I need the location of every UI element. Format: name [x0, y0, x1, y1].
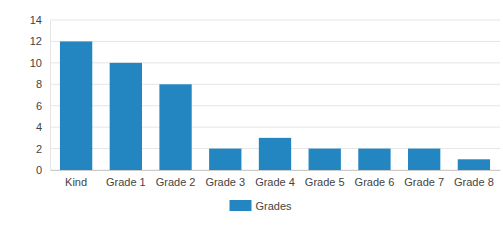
y-axis-line [50, 21, 51, 171]
y-tick: 4 [36, 121, 50, 133]
bar [159, 84, 191, 170]
bar [259, 138, 291, 170]
x-tick: Grade 3 [205, 176, 245, 188]
x-tick-label: Kind [65, 176, 87, 188]
y-tick-label: 6 [36, 100, 42, 112]
y-tick-label: 10 [30, 57, 42, 69]
y-tick-label: 0 [36, 164, 42, 176]
x-tick: Grade 2 [156, 176, 196, 188]
grid [50, 20, 500, 170]
grid-line [50, 41, 500, 42]
x-tick-label: Grade 4 [255, 176, 295, 188]
chart: 0 2 4 6 8 10 12 14 Kind Grade 1 Grade 2 Grade 3 Grad… [0, 0, 503, 228]
x-tick: Grade 5 [305, 176, 345, 188]
bar [60, 41, 92, 170]
y-tick: 0 [36, 164, 50, 176]
legend-label: Grades [256, 200, 293, 212]
y-tick: 8 [36, 78, 50, 90]
x-tick: Grade 6 [355, 176, 395, 188]
y-tick-label: 4 [36, 121, 42, 133]
y-axis: 0 2 4 6 8 10 12 14 [30, 14, 51, 176]
x-tick-label: Grade 1 [106, 176, 146, 188]
x-axis-line [51, 170, 501, 171]
y-tick: 6 [36, 100, 50, 112]
x-tick-label: Grade 7 [404, 176, 444, 188]
x-tick: Kind [65, 176, 87, 188]
bar [309, 149, 341, 170]
x-tick-label: Grade 6 [355, 176, 395, 188]
x-tick-label: Grade 5 [305, 176, 345, 188]
bar [110, 63, 142, 170]
y-tick-label: 14 [30, 14, 42, 26]
x-tick-label: Grade 3 [205, 176, 245, 188]
y-tick-label: 8 [36, 78, 42, 90]
y-tick: 12 [30, 35, 50, 47]
y-tick: 2 [36, 143, 50, 155]
grid-line [50, 20, 500, 21]
x-tick-label: Grade 2 [156, 176, 196, 188]
bars [60, 41, 490, 170]
x-tick-label: Grade 8 [454, 176, 494, 188]
x-tick: Grade 1 [106, 176, 146, 188]
legend-swatch [230, 200, 252, 211]
bar [408, 149, 440, 170]
x-axis: Kind Grade 1 Grade 2 Grade 3 Grade 4 Grade 5 G… [51, 171, 501, 188]
y-tick: 14 [30, 14, 50, 26]
legend: Grades [230, 200, 293, 212]
y-tick-label: 2 [36, 143, 42, 155]
x-tick: Grade 8 [454, 176, 494, 188]
bar [209, 149, 241, 170]
y-tick-label: 12 [30, 35, 42, 47]
bar [458, 159, 490, 170]
x-tick: Grade 4 [255, 176, 295, 188]
y-tick: 10 [30, 57, 50, 69]
bar [358, 149, 390, 170]
x-tick: Grade 7 [404, 176, 444, 188]
